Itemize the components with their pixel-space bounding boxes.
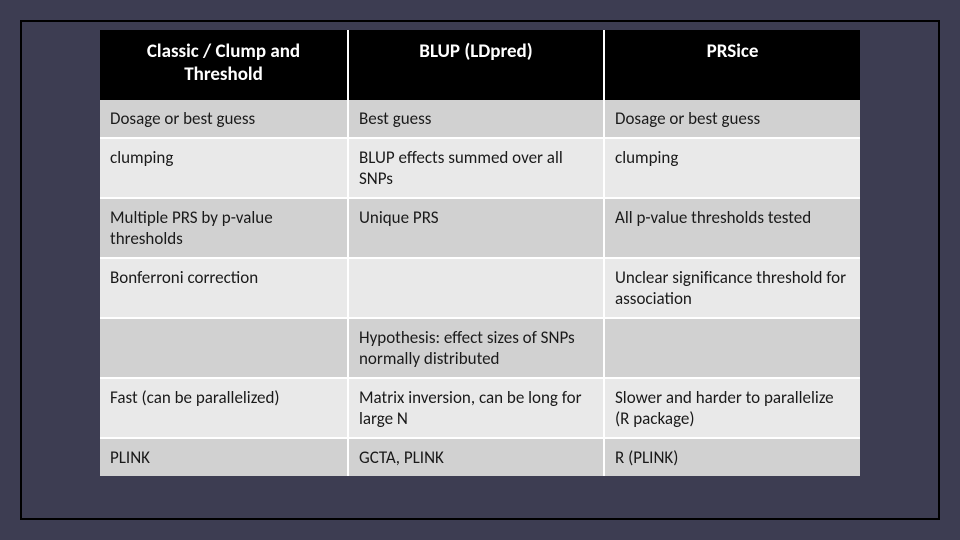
cell [604,318,860,378]
table-row: Hypothesis: effect sizes of SNPs normall… [100,318,860,378]
table-header: Classic / Clump and Threshold BLUP (LDpr… [100,30,860,100]
table-row: Multiple PRS by p-value thresholds Uniqu… [100,198,860,258]
col-header-classic: Classic / Clump and Threshold [100,30,348,100]
cell: clumping [604,138,860,198]
cell: Bonferroni correction [100,258,348,318]
cell: BLUP effects summed over all SNPs [348,138,604,198]
table-row: clumping BLUP effects summed over all SN… [100,138,860,198]
cell: Unclear significance threshold for assoc… [604,258,860,318]
header-row: Classic / Clump and Threshold BLUP (LDpr… [100,30,860,100]
cell [100,318,348,378]
cell: clumping [100,138,348,198]
cell: Fast (can be parallelized) [100,378,348,438]
comparison-table: Classic / Clump and Threshold BLUP (LDpr… [100,30,860,476]
cell: Best guess [348,100,604,138]
cell: All p-value thresholds tested [604,198,860,258]
cell: Slower and harder to parallelize (R pack… [604,378,860,438]
cell: GCTA, PLINK [348,438,604,476]
cell: R (PLINK) [604,438,860,476]
table-body: Dosage or best guess Best guess Dosage o… [100,100,860,476]
slide-frame: Classic / Clump and Threshold BLUP (LDpr… [20,20,940,520]
cell [348,258,604,318]
cell: Hypothesis: effect sizes of SNPs normall… [348,318,604,378]
table-row: PLINK GCTA, PLINK R (PLINK) [100,438,860,476]
table-row: Bonferroni correction Unclear significan… [100,258,860,318]
table-row: Fast (can be parallelized) Matrix invers… [100,378,860,438]
col-header-blup: BLUP (LDpred) [348,30,604,100]
col-header-prsice: PRSice [604,30,860,100]
cell: Multiple PRS by p-value thresholds [100,198,348,258]
cell: Dosage or best guess [604,100,860,138]
cell: Unique PRS [348,198,604,258]
cell: Matrix inversion, can be long for large … [348,378,604,438]
table-row: Dosage or best guess Best guess Dosage o… [100,100,860,138]
cell: Dosage or best guess [100,100,348,138]
cell: PLINK [100,438,348,476]
